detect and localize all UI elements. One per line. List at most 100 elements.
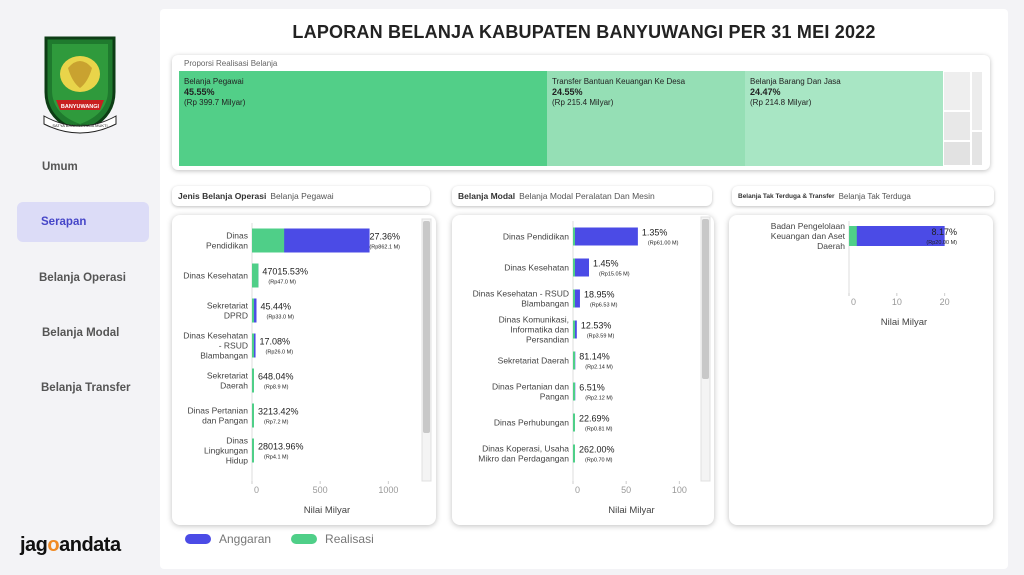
category-label: Badan Pengelolaan Keuangan dan Aset Daerah [771, 221, 846, 251]
filter-value: Belanja Tak Terduga [838, 191, 911, 201]
category-label: Sekretariat DPRD [207, 301, 249, 321]
data-label-pct: 18.95% [584, 290, 615, 300]
treemap-item-small[interactable] [971, 71, 983, 131]
bar-anggaran [573, 289, 580, 308]
bar-realisasi [573, 289, 575, 308]
treemap-item-barang-jasa[interactable]: Belanja Barang Dan Jasa 24.47% (Rp 214.8… [745, 71, 943, 166]
category-label: Dinas Pendidikan [206, 231, 248, 251]
bar-realisasi [573, 320, 575, 339]
filter-belanja-operasi[interactable]: Jenis Belanja Operasi Belanja Pegawai [172, 186, 430, 206]
x-tick-label: 20 [940, 297, 950, 307]
x-tick-label: 1000 [378, 485, 398, 495]
filter-tak-terduga[interactable]: Belanja Tak Terduga & Transfer Belanja T… [732, 186, 994, 206]
filter-label: Jenis Belanja Operasi [178, 191, 267, 201]
data-label-amount: (Rp3.59 M) [587, 334, 615, 340]
nav-belanja-operasi[interactable]: Belanja Operasi [17, 258, 149, 298]
bar-realisasi [252, 368, 254, 393]
filter-label: Belanja Modal [458, 191, 516, 201]
treemap-item-name: Belanja Barang Dan Jasa [750, 77, 841, 86]
filter-value: Belanja Pegawai [270, 191, 334, 201]
x-tick-label: 100 [672, 485, 687, 495]
data-label-amount: (Rp4.1 M) [264, 455, 289, 461]
bar-anggaran [252, 298, 257, 323]
treemap-item-pct: 45.55% [184, 87, 215, 97]
data-label-amount: (Rp0.81 M) [585, 427, 613, 433]
data-label-pct: 45.44% [261, 302, 292, 312]
data-label-amount: (Rp26.0 M) [266, 350, 294, 356]
treemap-item-pct: 24.47% [750, 87, 781, 97]
category-label: Dinas Kesehatan - RSUD Blambangan [473, 289, 570, 309]
x-axis-title: Nilai Milyar [304, 505, 350, 516]
bar-realisasi [252, 438, 254, 463]
category-label: Dinas Komunikasi, Informatika dan Persandi… [499, 315, 570, 345]
logo-banner-text: BANYUWANGI [61, 104, 100, 110]
data-label-pct: 648.04% [258, 372, 294, 382]
chart-operasi: 0 500 1000 Nilai Milyar Dinas Pendidikan 27.36… [183, 218, 432, 516]
category-label: Dinas Kesehatan [504, 263, 569, 273]
data-label-amount: (Rp20.00 M) [926, 240, 957, 246]
category-label: Dinas Kesehatan - RSUD Blambangan [183, 331, 248, 361]
nav-serapan-label: Serapan [41, 216, 87, 228]
treemap-title: Proporsi Realisasi Belanja [184, 59, 278, 68]
sidebar: BANYUWANGI SATYA BHAKTI PRAJA MUKTI Umum… [0, 0, 160, 575]
jagoandata-logo: jagoandata [20, 534, 121, 557]
data-label-amount: (Rp0.70 M) [585, 458, 613, 464]
treemap-item-small[interactable] [943, 141, 971, 166]
bar-realisasi [573, 444, 575, 463]
legend-anggaran-label: Anggaran [219, 532, 272, 546]
bar-realisasi [573, 382, 575, 401]
filter-belanja-modal[interactable]: Belanja Modal Belanja Modal Peralatan Da… [452, 186, 712, 206]
chart-transfer: 0 10 20 Nilai Milyar Badan Pengelolaan Keuang… [771, 221, 957, 328]
data-label-pct: 12.53% [581, 321, 612, 331]
x-tick-label: 10 [892, 297, 902, 307]
bar-realisasi [573, 413, 575, 432]
data-label-pct: 1.35% [642, 228, 668, 238]
treemap-card: Proporsi Realisasi Belanja Belanja Pegaw… [172, 55, 990, 170]
data-label-amount: (Rp61.00 M) [648, 241, 679, 247]
category-label: Dinas Kesehatan [183, 271, 248, 281]
data-label-pct: 17.08% [260, 337, 291, 347]
legend-realisasi-swatch [291, 534, 318, 544]
category-label: Dinas Koperasi, Usaha Mikro dan Perdagang… [478, 444, 569, 464]
bar-realisasi [849, 226, 857, 246]
bar-anggaran [573, 258, 590, 277]
data-label-pct: 3213.42% [258, 407, 299, 417]
bar-realisasi [252, 298, 255, 323]
treemap-item-amount: (Rp 399.7 Milyar) [184, 98, 246, 108]
chart-card-modal: 0 50 100 Nilai Milyar Dinas Pendidikan 1.35% (… [452, 215, 714, 525]
x-tick-label: 0 [851, 297, 856, 307]
scrollbar-thumb [423, 221, 430, 433]
data-label-amount: (Rp47.0 M) [268, 280, 296, 286]
chart-card-operasi: 0 500 1000 Nilai Milyar Dinas Pendidikan 27.36… [172, 215, 436, 525]
category-label: Sekretariat Daerah [498, 356, 570, 366]
treemap-item-transfer-desa[interactable]: Transfer Bantuan Keuangan Ke Desa 24.55%… [547, 71, 745, 166]
category-label: Dinas Pertanian dan Pangan [188, 406, 249, 426]
nav-serapan[interactable]: Serapan [17, 202, 149, 242]
category-label: Sekretariat Daerah [207, 371, 249, 391]
bar-anggaran [573, 227, 638, 246]
x-tick-label: 500 [313, 485, 328, 495]
data-label-pct: 262.00% [579, 445, 615, 455]
bar-realisasi [573, 227, 575, 246]
treemap-item-small[interactable] [943, 71, 971, 111]
nav-belanja-transfer-label: Belanja Transfer [41, 382, 131, 394]
data-label-amount: (Rp6.53 M) [590, 303, 618, 309]
data-label-pct: 8.17% [931, 227, 957, 237]
treemap-item-pct: 24.55% [552, 87, 583, 97]
nav-umum[interactable]: Umum [17, 147, 149, 187]
treemap-item-amount: (Rp 215.4 Milyar) [552, 98, 614, 108]
data-label-pct: 27.36% [369, 232, 400, 242]
treemap-item-belanja-pegawai[interactable]: Belanja Pegawai 45.55% (Rp 399.7 Milyar) [179, 71, 547, 166]
bar-realisasi [252, 333, 254, 358]
x-tick-label: 50 [621, 485, 631, 495]
x-tick-label: 0 [254, 485, 259, 495]
nav-belanja-transfer[interactable]: Belanja Transfer [17, 368, 149, 408]
data-label-amount: (Rp33.0 M) [267, 315, 295, 321]
treemap-item-small[interactable] [943, 111, 971, 141]
treemap-item-name: Transfer Bantuan Keuangan Ke Desa [552, 77, 686, 86]
nav-belanja-modal-label: Belanja Modal [42, 327, 120, 339]
treemap-item-small[interactable] [971, 131, 983, 166]
chart-modal: 0 50 100 Nilai Milyar Dinas Pendidikan 1.35% (… [473, 216, 711, 516]
x-axis-title: Nilai Milyar [608, 505, 654, 516]
nav-belanja-modal[interactable]: Belanja Modal [17, 313, 149, 353]
